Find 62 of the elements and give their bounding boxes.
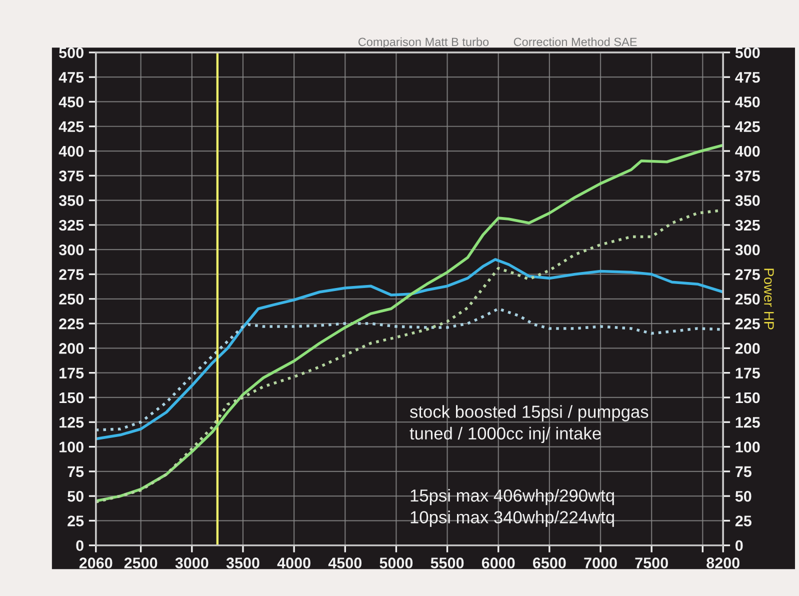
chart-subtitle: Correction Method SAE	[514, 37, 637, 46]
y-tick-label: 275	[59, 269, 84, 280]
annotation: stock boosted 15psi / pumpgas	[410, 405, 648, 422]
y2-tick-label: 450	[735, 96, 760, 108]
y-tick-label: 125	[60, 416, 84, 428]
y2-tick-label: 375	[735, 170, 760, 182]
x-tick-label: 2500	[124, 558, 158, 568]
y2-tick-label: 425	[735, 121, 760, 132]
x-tick-label: 5500	[430, 558, 464, 568]
y-tick-label: 425	[58, 121, 84, 132]
y-tick-label: 400	[58, 146, 84, 157]
x-tick-label: 2060	[79, 558, 112, 568]
y2-tick-label: 300	[735, 244, 760, 256]
y-tick-label: 375	[58, 170, 84, 182]
y-tick-label: 450	[58, 96, 84, 108]
y2-tick-label: 500	[735, 47, 760, 58]
y-tick-label: 475	[58, 72, 84, 83]
y2-tick-label: 0	[736, 540, 743, 552]
x-tick-label: 7000	[584, 558, 617, 568]
y-tick-label: 0	[76, 540, 84, 552]
y2-tick-label: 250	[735, 294, 760, 305]
y-tick-label: 350	[58, 195, 84, 206]
y2-tick-label: 25	[735, 516, 752, 526]
y2-tick-label: 100	[736, 442, 760, 452]
y2-tick-label: 350	[735, 195, 760, 206]
y2-tick-label: 225	[735, 318, 760, 330]
y2-tick-label: 175	[736, 368, 760, 379]
annotation: 10psi max 340whp/224wtq	[410, 510, 614, 527]
y2-tick-label: 325	[735, 220, 760, 231]
x-tick-label: 3500	[226, 558, 260, 568]
y2-tick-label: 75	[736, 466, 752, 478]
y2-tick-label: 400	[735, 146, 760, 157]
x-tick-label: 7500	[635, 558, 668, 568]
x-tick-label: 8200	[706, 558, 740, 568]
y-tick-label: 250	[59, 294, 84, 305]
y2-axis-title: Power HP	[764, 268, 774, 330]
y-tick-label: 325	[58, 220, 84, 231]
x-tick-label: 4500	[328, 558, 362, 568]
y2-tick-label: 200	[735, 343, 760, 354]
y-tick-label: 150	[60, 392, 84, 404]
y-tick-label: 75	[68, 466, 84, 478]
y-tick-label: 200	[59, 343, 84, 354]
annotation: 15psi max 406whp/290wtq	[410, 488, 614, 506]
x-tick-label: 6000	[482, 558, 515, 568]
y-tick-label: 225	[59, 318, 84, 330]
y-tick-label: 175	[60, 368, 84, 379]
y-tick-label: 300	[58, 244, 84, 256]
y2-tick-label: 275	[735, 269, 760, 280]
chart-title: Comparison Matt B turbo	[358, 37, 489, 48]
annotation: tuned / 1000cc inj/ intake	[410, 426, 601, 444]
y-tick-label: 500	[59, 47, 84, 58]
x-tick-label: 5000	[380, 558, 413, 568]
y-tick-label: 25	[68, 516, 84, 526]
x-tick-label: 3000	[175, 558, 208, 568]
x-tick-label: 6500	[533, 558, 566, 568]
y-tick-label: 100	[60, 442, 84, 452]
x-tick-label: 4000	[277, 558, 310, 568]
y2-tick-label: 125	[736, 416, 760, 428]
y2-tick-label: 150	[736, 392, 760, 404]
y-tick-label: 50	[68, 490, 84, 502]
y2-tick-label: 50	[735, 490, 752, 502]
y2-tick-label: 475	[735, 72, 760, 83]
